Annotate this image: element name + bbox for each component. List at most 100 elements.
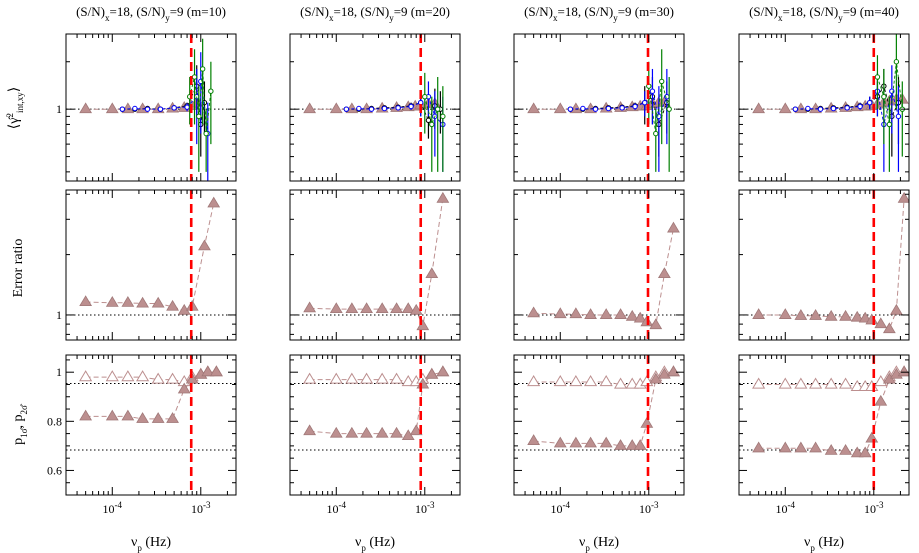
axes-frame xyxy=(738,354,910,496)
data-point xyxy=(121,370,135,382)
data-point xyxy=(527,375,541,387)
data-point xyxy=(882,322,896,334)
data-point xyxy=(136,370,150,382)
data-point xyxy=(584,308,597,319)
data-point xyxy=(303,102,317,114)
data-point xyxy=(752,441,766,453)
data-point xyxy=(613,377,628,389)
plot-area xyxy=(514,49,684,172)
data-point xyxy=(79,295,93,307)
subplot-row-2 xyxy=(738,189,910,341)
y-axis-label-row3: p1σ̂, p2σ̂ xyxy=(11,403,29,445)
data-point xyxy=(144,106,151,112)
data-point xyxy=(633,311,647,323)
data-point xyxy=(436,191,450,203)
data-point xyxy=(897,191,909,203)
data-point xyxy=(105,409,119,421)
data-point xyxy=(171,105,177,111)
panel-title: (S/N)x=18, (S/N)y=9 (m=20) xyxy=(300,4,450,23)
axes-frame xyxy=(65,33,237,182)
data-point xyxy=(599,308,613,319)
data-point xyxy=(569,375,583,387)
data-point xyxy=(435,106,441,112)
data-point xyxy=(151,412,165,423)
data-point xyxy=(201,365,215,377)
data-point xyxy=(329,102,343,114)
data-point xyxy=(569,102,583,114)
data-point xyxy=(599,375,613,387)
subplot-row-1 xyxy=(289,33,461,182)
data-point xyxy=(657,367,671,379)
plot-area xyxy=(739,191,909,334)
data-point xyxy=(752,102,766,114)
data-point xyxy=(649,88,656,94)
y-tick-label: 0.6 xyxy=(47,463,62,477)
panel-title: (S/N)x=18, (S/N)y=9 (m=30) xyxy=(524,4,674,23)
data-point xyxy=(839,309,852,321)
data-point xyxy=(409,424,423,436)
axes-frame xyxy=(738,33,910,182)
panel-column-3: (S/N)x=18, (S/N)y=9 (m=30) 10-4 10-3 νp (Hz… xyxy=(513,4,685,553)
data-point xyxy=(569,436,583,448)
data-point xyxy=(390,302,403,314)
data-point xyxy=(425,117,432,123)
data-point xyxy=(345,426,359,438)
data-point xyxy=(368,106,375,112)
plot-area xyxy=(66,196,236,316)
y-tick-label: 1 xyxy=(56,365,62,379)
data-point xyxy=(874,394,888,406)
x-tick-label: 10-4 xyxy=(327,500,347,516)
data-point xyxy=(886,121,893,128)
data-point xyxy=(401,375,415,387)
x-axis-label: νp (Hz) xyxy=(579,535,619,553)
data-point xyxy=(858,446,872,458)
subplot-row-3: 10-4 10-3 xyxy=(738,354,910,516)
data-point xyxy=(79,409,93,421)
data-point xyxy=(390,426,403,438)
data-point xyxy=(191,74,198,80)
x-tick-label: 10-4 xyxy=(103,500,123,516)
data-point xyxy=(136,412,149,423)
plot-area xyxy=(739,34,909,172)
data-point xyxy=(157,106,164,112)
data-point xyxy=(657,267,671,279)
data-point xyxy=(580,105,586,112)
plot-area xyxy=(290,191,460,331)
x-axis-label: νp (Hz) xyxy=(355,535,395,553)
data-point xyxy=(867,99,873,106)
axes-frame xyxy=(513,354,685,496)
data-point xyxy=(375,302,389,314)
data-point xyxy=(850,379,864,392)
data-point xyxy=(809,441,822,453)
plot-area xyxy=(66,38,236,181)
data-point xyxy=(844,105,850,111)
data-point xyxy=(625,439,639,450)
data-point xyxy=(778,102,792,114)
data-point xyxy=(199,66,206,72)
data-point xyxy=(778,308,792,319)
data-point xyxy=(553,375,567,387)
x-axis-label: νp (Hz) xyxy=(804,535,844,553)
data-point xyxy=(79,102,93,114)
data-point xyxy=(345,102,359,114)
data-point xyxy=(553,102,567,114)
data-point xyxy=(425,267,439,279)
data-point xyxy=(830,105,837,112)
data-point xyxy=(207,196,221,208)
data-point xyxy=(649,318,663,330)
axes-frame xyxy=(738,189,910,341)
data-point xyxy=(752,308,766,319)
series-line xyxy=(309,198,444,328)
data-point xyxy=(881,93,887,100)
x-tick-label: 10-4 xyxy=(776,500,796,516)
x-tick-label: 10-3 xyxy=(864,500,884,516)
series-line xyxy=(758,198,905,330)
data-point xyxy=(375,372,389,384)
axes-frame xyxy=(513,33,685,182)
subplot-row-2 xyxy=(289,189,461,341)
data-point xyxy=(105,370,119,382)
data-point xyxy=(794,102,808,114)
data-point xyxy=(408,103,414,110)
series-line xyxy=(570,90,668,118)
